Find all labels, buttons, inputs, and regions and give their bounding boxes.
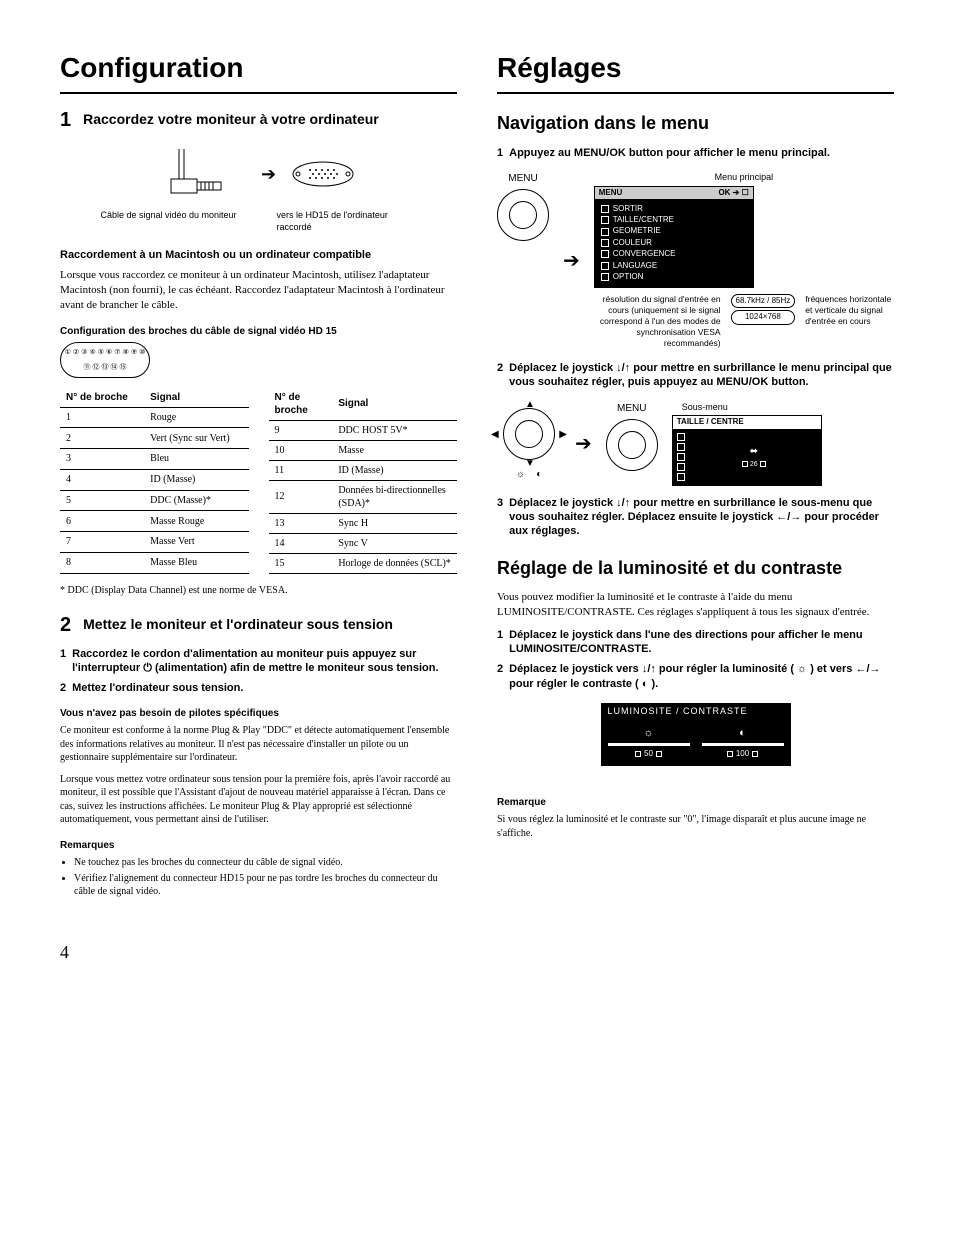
frequency-box: 68.7kHz / 85Hz <box>731 294 796 308</box>
bc-step-num: 1 <box>497 628 503 657</box>
table-row: 11ID (Masse) <box>269 460 458 480</box>
brightness-icon: ☼ <box>643 726 653 740</box>
osd-menu-item: GEOMETRIE <box>601 226 747 237</box>
joystick-icon <box>606 419 658 471</box>
remark-heading: Remarque <box>497 796 894 809</box>
osd-menu-item: TAILLE/CENTRE <box>601 215 747 226</box>
bc-step-text: Déplacez le joystick dans l'une des dire… <box>509 628 894 657</box>
table-row: 4ID (Masse) <box>60 469 249 490</box>
submenu-caption: Sous-menu <box>672 402 894 414</box>
table-row: 7Masse Vert <box>60 532 249 553</box>
step-1-number: 1 <box>60 110 71 130</box>
bc-step-num: 2 <box>497 662 503 691</box>
osd-menu-item: LANGUAGE <box>601 260 747 271</box>
table-row: 9DDC HOST 5V* <box>269 420 458 440</box>
table-row: 1Rouge <box>60 407 249 428</box>
res-caption-left: résolution du signal d'entrée en cours (… <box>594 294 721 349</box>
remark-item: Vérifiez l'alignement du connecteur HD15… <box>74 872 457 898</box>
pin-config-heading: Configuration des broches du câble de si… <box>60 325 457 338</box>
no-drivers-heading: Vous n'avez pas besoin de pilotes spécif… <box>60 707 457 720</box>
pin-col-signal: Signal <box>144 388 248 408</box>
arrow-right-icon: ➔ <box>563 248 580 274</box>
table-row: 8Masse Bleu <box>60 552 249 573</box>
osd-menu-item: CONVERGENCE <box>601 249 747 260</box>
ddc-footnote: * DDC (Display Data Channel) est une nor… <box>60 584 457 597</box>
nav-step-num: 3 <box>497 496 503 539</box>
bc-body: Vous pouvez modifier la luminosité et le… <box>497 590 894 620</box>
joystick-4way-icon: ▲ ▼ ◀ ▶ <box>497 402 561 466</box>
heading-configuration: Configuration <box>60 50 457 94</box>
table-row: 15Horloge de données (SCL)* <box>269 553 458 573</box>
step-1-heading: Raccordez votre moniteur à votre ordinat… <box>83 110 457 130</box>
brightness-contrast-heading: Réglage de la luminosité et du contraste <box>497 557 894 580</box>
no-drivers-body-1: Ce moniteur est conforme à la norme Plug… <box>60 724 457 765</box>
nav-step-text: Déplacez le joystick ↓/↑ pour mettre en … <box>509 361 894 390</box>
pin-col-signal: Signal <box>332 388 457 421</box>
osd-brightness-contrast: LUMINOSITE / CONTRASTE ☼ 50 ◐ 100 <box>601 703 791 766</box>
remarks-heading: Remarques <box>60 839 457 852</box>
substep-text: Mettez l'ordinateur sous tension. <box>72 681 457 695</box>
table-row: 12Données bi-directionnelles (SDA)* <box>269 480 458 513</box>
pin-table-right: N° de broche Signal 9DDC HOST 5V*10Masse… <box>269 388 458 574</box>
table-row: 10Masse <box>269 440 458 460</box>
table-row: 3Bleu <box>60 449 249 470</box>
nav-step-num: 2 <box>497 361 503 390</box>
substep-num: 2 <box>60 681 66 695</box>
substep-text: Raccordez le cordon d'alimentation au mo… <box>72 647 457 676</box>
substep-num: 1 <box>60 647 66 676</box>
osd-menu-item: SORTIR <box>601 203 747 214</box>
menu-label: MENU <box>606 402 658 415</box>
res-caption-right: fréquences horizontale et verticale du s… <box>805 294 894 327</box>
menu-label: MENU <box>497 172 549 185</box>
remark-body: Si vous réglez la luminosité et le contr… <box>497 813 894 840</box>
cable-diagram: ➔ <box>60 144 457 204</box>
nav-heading: Navigation dans le menu <box>497 112 894 135</box>
osd-menu-item: OPTION <box>601 272 747 283</box>
pin-table-left: N° de broche Signal 1Rouge2Vert (Sync su… <box>60 388 249 574</box>
resolution-box: 1024×768 <box>731 310 796 324</box>
table-row: 2Vert (Sync sur Vert) <box>60 428 249 449</box>
table-row: 14Sync V <box>269 533 458 553</box>
contrast-icon: ◐ <box>739 726 746 740</box>
osd-main-menu: MENUOK ➔ ☐ SORTIRTAILLE/CENTREGEOMETRIEC… <box>594 186 754 288</box>
heading-reglages: Réglages <box>497 50 894 94</box>
nav-step-num: 1 <box>497 146 503 160</box>
brightness-value: 50 <box>644 749 653 759</box>
table-row: 13Sync H <box>269 513 458 533</box>
osd-menu-item: COULEUR <box>601 237 747 248</box>
mac-heading: Raccordement à un Macintosh ou un ordina… <box>60 248 457 262</box>
cable-caption-right: vers le HD15 de l'ordinateur raccordé <box>277 210 417 233</box>
pin-col-num: N° de broche <box>60 388 144 408</box>
cable-caption-left: Câble de signal vidéo du moniteur <box>100 210 236 233</box>
osd-sub-menu: TAILLE / CENTRE ⬌ 26 <box>672 415 822 485</box>
table-row: 6Masse Rouge <box>60 511 249 532</box>
connector-pinout-icon: ①②③④⑤ ⑥⑦⑧⑨⑩ ⑪⑫⑬⑭⑮ <box>60 342 150 378</box>
bc-step-text: Déplacez le joystick vers ↓/↑ pour régle… <box>509 662 894 691</box>
pin-col-num: N° de broche <box>269 388 333 421</box>
contrast-value: 100 <box>736 749 749 759</box>
remark-item: Ne touchez pas les broches du connecteur… <box>74 856 457 869</box>
step-2-number: 2 <box>60 615 71 635</box>
step-2-heading: Mettez le moniteur et l'ordinateur sous … <box>83 615 457 635</box>
nav-step-text: Appuyez au MENU/OK button pour afficher … <box>509 146 894 160</box>
nav-step-text: Déplacez le joystick ↓/↑ pour mettre en … <box>509 496 894 539</box>
arrow-right-icon: ➔ <box>575 431 592 457</box>
no-drivers-body-2: Lorsque vous mettez votre ordinateur sou… <box>60 773 457 827</box>
mac-body: Lorsque vous raccordez ce moniteur à un … <box>60 268 457 313</box>
joystick-icon <box>497 189 549 241</box>
osd-caption: Menu principal <box>594 172 894 184</box>
table-row: 5DDC (Masse)* <box>60 490 249 511</box>
page-number: 4 <box>60 941 894 964</box>
